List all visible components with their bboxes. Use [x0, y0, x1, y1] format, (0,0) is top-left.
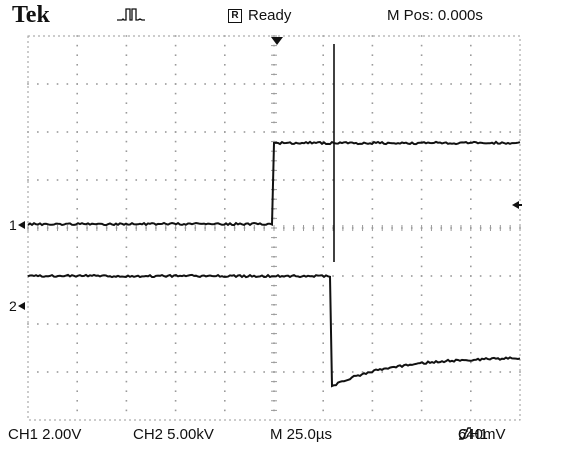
ch2-marker-icon — [18, 302, 25, 310]
ch1-marker-icon — [18, 221, 25, 229]
ch2-marker-label: 2 — [9, 298, 17, 314]
ch1-scale-readout: CH1 2.00V — [8, 426, 81, 443]
graticule — [27, 35, 521, 420]
channel-readout-bar: CH1 2.00V CH2 5.00kV M 25.0µs CH1 640mV — [0, 426, 580, 448]
timebase-readout: M 25.0µs — [270, 426, 332, 443]
trigger-readout: CH1 640mV — [458, 426, 472, 440]
trigger-level: 640mV — [458, 426, 506, 443]
ch1-trace — [28, 142, 520, 225]
ch1-marker-label: 1 — [9, 217, 17, 233]
trigger-position-marker — [271, 37, 283, 45]
ch2-scale-readout: CH2 5.00kV — [133, 426, 214, 443]
ch2-trace — [28, 275, 520, 386]
